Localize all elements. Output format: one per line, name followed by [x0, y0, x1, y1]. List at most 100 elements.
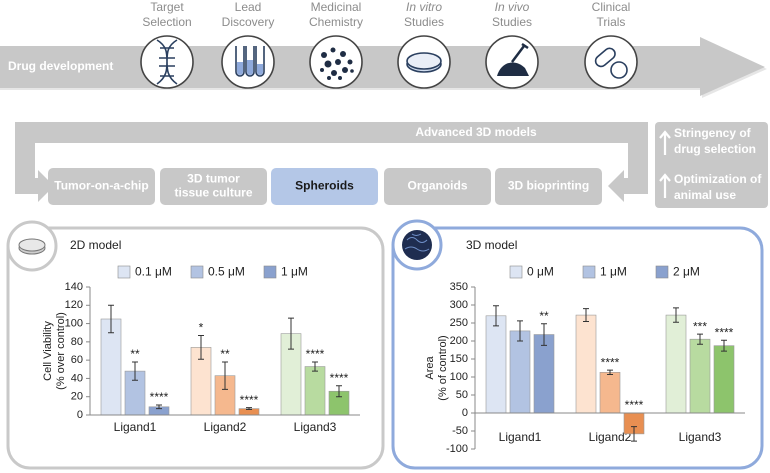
error-bar	[721, 339, 727, 352]
bar	[713, 345, 735, 414]
legend-label: 2 μM	[673, 265, 700, 279]
left-arrow	[15, 142, 54, 202]
model-box	[48, 168, 155, 205]
error-bar	[517, 320, 523, 342]
banner-arrow	[0, 37, 765, 96]
stage-label: Studies	[492, 15, 532, 29]
y-tick-label: 300	[450, 299, 468, 311]
y-tick-label: 50	[456, 389, 468, 401]
significance-label: *	[199, 321, 204, 335]
model-label: tissue culture	[174, 186, 252, 200]
charts: 2D model Cell Viability (% over control) 0 2…	[42, 238, 745, 455]
significance-label: ***	[693, 319, 707, 333]
stage-label: Target	[150, 0, 184, 14]
y-tick-label: 40	[71, 372, 83, 384]
chart-title: 3D model	[466, 238, 517, 252]
legend-label: 1 μM	[281, 265, 308, 279]
error-bar	[607, 369, 613, 375]
bar	[665, 314, 687, 414]
stage-label: Medicinal	[311, 0, 362, 14]
bracket	[15, 122, 648, 202]
significance-label: **	[130, 347, 140, 361]
y-tick-label: 60	[71, 354, 83, 366]
y-tick-label: -50	[452, 425, 468, 437]
y-tick-label: 0	[77, 409, 83, 421]
x-tick-label: Ligand1	[499, 430, 542, 444]
legend-label: 0.5 μM	[208, 265, 245, 279]
error-bar	[336, 385, 342, 398]
legend-swatch	[655, 265, 669, 279]
stage-icons	[140, 35, 638, 89]
y-tick-label: 80	[71, 336, 83, 348]
significance-label: ****	[150, 390, 169, 404]
stage-circle	[584, 35, 638, 89]
pill-icon	[594, 47, 616, 68]
legend-swatch	[190, 265, 204, 279]
dish-lid	[18, 238, 46, 252]
error-bar	[288, 317, 294, 350]
significance-label: **	[539, 309, 549, 323]
y-tick-label: 20	[71, 391, 83, 403]
right-arrow	[608, 142, 648, 202]
error-bar	[312, 361, 318, 372]
up-arrows	[659, 130, 671, 198]
model-box	[384, 168, 491, 205]
error-bar	[198, 334, 204, 360]
spheroid-texture	[404, 233, 430, 252]
significance-label: ****	[715, 325, 734, 339]
significance-label: ****	[240, 393, 259, 407]
bar	[485, 315, 507, 414]
syringe-icon	[511, 42, 529, 63]
y-axis-label: (% of control)	[437, 335, 449, 400]
bar	[509, 330, 531, 414]
spheroid-icon	[402, 230, 432, 260]
bar	[575, 314, 597, 414]
legend-swatch	[509, 265, 523, 279]
error-bar	[156, 404, 162, 410]
y-tick-label: 250	[450, 317, 468, 329]
stage-label: Selection	[142, 15, 191, 29]
model-label: Tumor-on-a-chip	[54, 179, 148, 193]
side-box	[655, 122, 768, 208]
y-tick-label: 150	[450, 353, 468, 365]
y-axis-label: Area	[424, 356, 436, 380]
banner-label: Drug development	[8, 59, 113, 73]
significance-label: ****	[330, 371, 349, 385]
y-axis-label: Cell Viability	[42, 321, 54, 381]
bar	[100, 318, 122, 416]
y-axis-label: (% over control)	[55, 312, 67, 390]
y-tick-label: 0	[462, 407, 468, 419]
legend-label: 0.1 μM	[135, 265, 172, 279]
stage-label: In vivo	[495, 0, 530, 14]
bar	[304, 366, 326, 416]
stage-label: Discovery	[222, 15, 275, 29]
bar	[689, 338, 711, 414]
legend-label: 0 μM	[527, 265, 554, 279]
model-box	[495, 168, 602, 205]
stage-label: Lead	[235, 0, 262, 14]
y-tick-label: 100	[65, 317, 83, 329]
bar	[599, 372, 621, 414]
model-label: 3D tumor	[187, 172, 240, 186]
legend-swatch	[263, 265, 277, 279]
dots-icon	[320, 47, 354, 80]
side-note: Optimization of	[674, 172, 762, 186]
x-tick-label: Ligand1	[114, 420, 157, 434]
legend-swatch	[582, 265, 596, 279]
error-bar	[541, 323, 547, 346]
bar	[533, 334, 555, 414]
mouse-icon	[497, 62, 529, 76]
error-bar	[583, 308, 589, 323]
stage-label: Trials	[597, 15, 626, 29]
dna-icon	[156, 39, 178, 85]
error-bar	[673, 307, 679, 323]
error-bar	[697, 333, 703, 345]
x-tick-label: Ligand3	[679, 430, 722, 444]
significance-label: ****	[625, 398, 644, 412]
chart-title: 2D model	[70, 238, 121, 252]
bracket-band	[15, 122, 648, 143]
y-tick-label: -100	[446, 443, 468, 455]
